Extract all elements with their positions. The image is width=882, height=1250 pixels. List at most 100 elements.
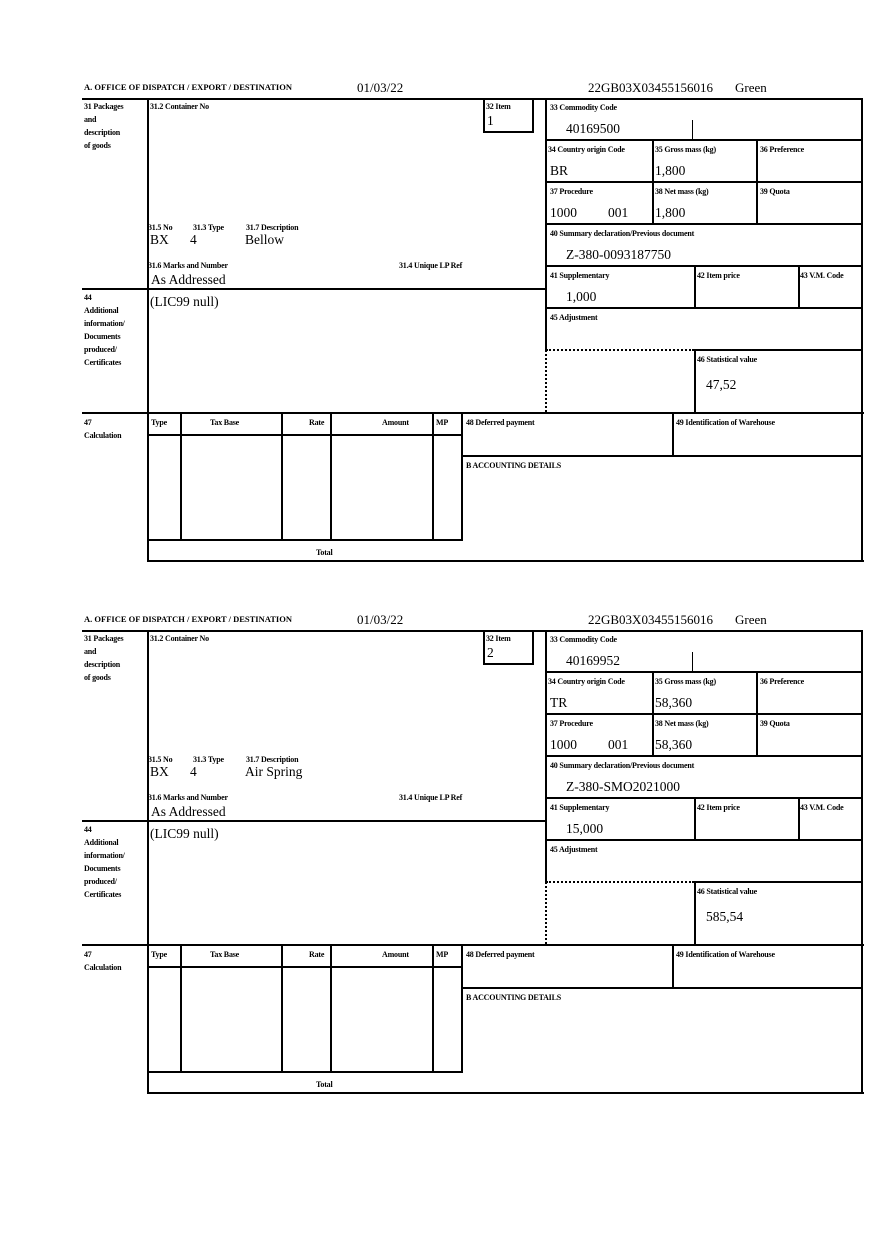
form-rule-line [798,266,800,308]
calc-header-rate: Rate [309,950,325,959]
label-quota: 39 Quota [760,187,790,196]
form-rule-line [545,882,547,944]
label-gross-mass: 35 Gross mass (kg) [655,677,716,686]
goods-description: Air Spring [245,764,303,779]
item-block-1: A. OFFICE OF DISPATCH / EXPORT / DESTINA… [0,80,882,570]
form-rule-line [330,945,332,1072]
form-rule-line [147,630,149,1094]
form-rule-line [694,881,862,883]
label-vm-code: 43 V.M. Code [800,803,844,812]
form-rule-line [82,820,546,822]
form-rule-line [461,413,463,540]
form-rule-line [180,413,182,540]
label-no: 31.5 No [148,223,173,232]
label-deferred-payment: 48 Deferred payment [466,418,535,427]
commodity-code: 40169952 [566,653,620,668]
form-rule-line [281,413,283,540]
label-procedure: 37 Procedure [550,719,593,728]
label-description: 31.7 Description [246,223,299,232]
additional-info: (LIC99 null) [150,826,219,841]
label-item-price: 42 Item price [697,803,740,812]
form-rule-line [672,413,674,456]
label-vm-code: 43 V.M. Code [800,271,844,280]
label-country-origin: 34 Country origin Code [548,145,625,154]
form-rule-line [82,288,546,290]
calc-header-tax-base: Tax Base [210,950,240,959]
label-accounting-details: B ACCOUNTING DETAILS [466,993,561,1002]
label-commodity-code: 33 Commodity Code [550,635,617,644]
label-unique-lp-ref: 31.4 Unique LP Ref [399,261,463,270]
route: Green [735,612,767,627]
form-rule-line [546,839,862,841]
label-supplementary: 41 Supplementary [550,803,610,812]
form-rule-line [861,98,863,562]
form-rule-line [532,98,534,132]
form-rule-line [546,755,862,757]
calc-header-rate: Rate [309,418,325,427]
statistical-value: 47,52 [706,377,737,392]
form-rule-line [82,98,862,100]
form-rule-line [546,713,862,715]
form-rule-line [652,140,654,224]
item-number: 1 [487,113,494,128]
label-type: 31.3 Type [193,223,224,232]
form-rule-line [694,798,696,840]
marks-value: As Addressed [151,272,226,287]
calc-header-mp: MP [436,418,449,427]
date: 01/03/22 [357,612,404,627]
procedure-additional: 001 [608,737,629,752]
form-rule-line [147,98,149,562]
form-rule-line [483,131,534,133]
label-item: 32 Item [486,102,511,111]
label-no: 31.5 No [148,755,173,764]
supplementary: 1,000 [566,289,597,304]
form-rule-line [546,881,694,883]
form-rule-line [462,455,862,457]
form-rule-line [462,987,862,989]
form-rule-line [692,120,693,140]
procedure-additional: 001 [608,205,629,220]
reference: 22GB03X03455156016 [588,80,713,95]
label-quota: 39 Quota [760,719,790,728]
label-47: 47 Calculation [84,950,122,972]
form-rule-line [545,350,547,412]
label-preference: 36 Preference [760,677,804,686]
calc-header-tax-base: Tax Base [210,418,240,427]
label-warehouse: 49 Identification of Warehouse [676,950,775,959]
supplementary: 15,000 [566,821,604,836]
form-rule-line [756,672,758,756]
additional-info: (LIC99 null) [150,294,219,309]
form-rule-line [180,945,182,1072]
form-rule-line [546,223,862,225]
previous-document: Z-380-SMO2021000 [566,779,680,794]
form-rule-line [147,966,463,968]
form-rule-line [694,882,696,945]
country-origin: TR [550,695,568,710]
calc-header-mp: MP [436,950,449,959]
form-rule-line [147,1092,864,1094]
gross-mass: 1,800 [655,163,686,178]
label-47: 47 Calculation [84,418,122,440]
label-item-price: 42 Item price [697,271,740,280]
calc-total: Total [316,548,333,557]
label-description: 31.7 Description [246,755,299,764]
goods-description: Bellow [245,232,284,247]
form-rule-line [861,630,863,1094]
calc-header-amount: Amount [382,418,409,427]
item-number: 2 [487,645,494,660]
form-rule-line [672,945,674,988]
form-rule-line [483,98,485,132]
form-rule-line [461,945,463,1072]
label-deferred-payment: 48 Deferred payment [466,950,535,959]
form-rule-line [147,560,864,562]
form-rule-line [756,140,758,224]
calc-header-amount: Amount [382,950,409,959]
label-net-mass: 38 Net mass (kg) [655,719,709,728]
form-rule-line [432,413,434,540]
label-44: 44 Additional information/Documents produce… [84,825,125,899]
form-rule-line [694,350,696,413]
label-item: 32 Item [486,634,511,643]
form-rule-line [483,663,534,665]
label-net-mass: 38 Net mass (kg) [655,187,709,196]
label-gross-mass: 35 Gross mass (kg) [655,145,716,154]
